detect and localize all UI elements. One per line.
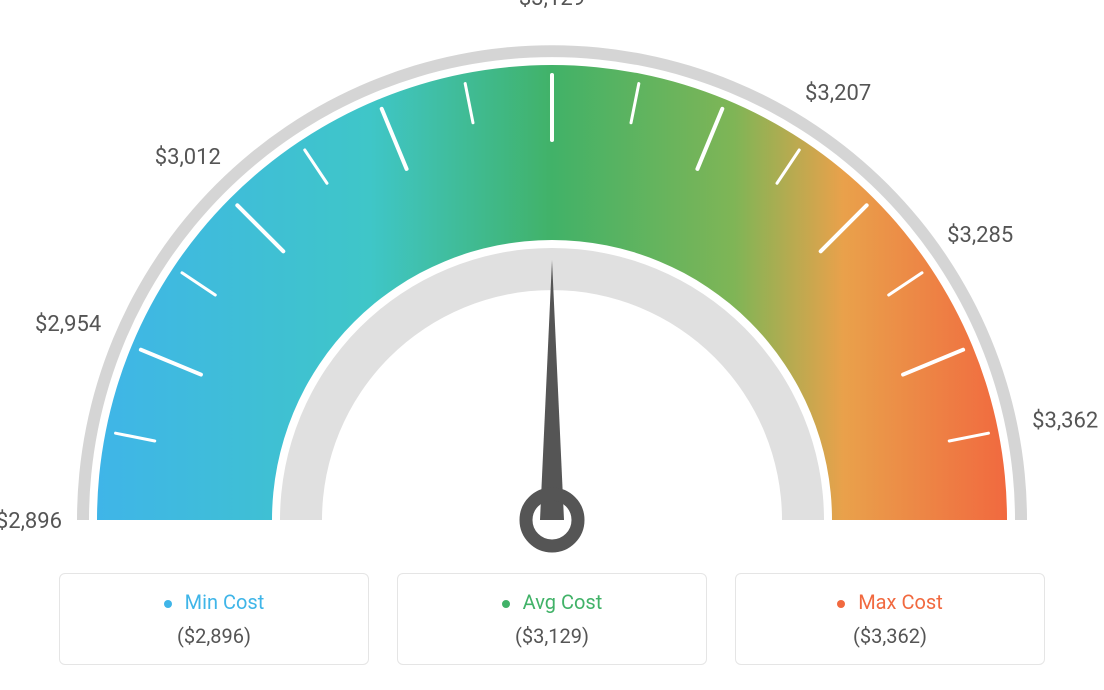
legend-min-dot-icon bbox=[164, 600, 172, 608]
gauge-tick-label: $3,129 bbox=[519, 0, 585, 11]
legend-avg-label-text: Avg Cost bbox=[523, 590, 603, 614]
legend-max-label-text: Max Cost bbox=[858, 590, 943, 614]
legend-avg-dot-icon bbox=[502, 600, 510, 608]
gauge-needle bbox=[540, 260, 564, 520]
legend-row: Min Cost ($2,896) Avg Cost ($3,129) Max … bbox=[0, 573, 1104, 665]
legend-min-label-text: Min Cost bbox=[185, 590, 265, 614]
gauge-tick-label: $2,954 bbox=[35, 312, 101, 337]
legend-max-dot-icon bbox=[837, 600, 845, 608]
gauge-chart: $2,896 $2,954 $3,012 $3,129 $3,207 $3,285 $3,3… bbox=[0, 0, 1104, 560]
legend-min-label: Min Cost bbox=[164, 590, 265, 614]
legend-max-value: ($3,362) bbox=[756, 624, 1024, 648]
legend-avg: Avg Cost ($3,129) bbox=[397, 573, 707, 665]
legend-max: Max Cost ($3,362) bbox=[735, 573, 1045, 665]
gauge-tick-label: $3,285 bbox=[947, 223, 1013, 248]
legend-min: Min Cost ($2,896) bbox=[59, 573, 369, 665]
gauge-tick-label: $3,012 bbox=[155, 145, 221, 170]
legend-avg-value: ($3,129) bbox=[418, 624, 686, 648]
legend-avg-label: Avg Cost bbox=[502, 590, 603, 614]
gauge-tick-label: $3,207 bbox=[805, 81, 871, 106]
legend-max-label: Max Cost bbox=[837, 590, 942, 614]
gauge-container: $2,896 $2,954 $3,012 $3,129 $3,207 $3,285 $3,3… bbox=[0, 0, 1104, 560]
gauge-tick-label: $2,896 bbox=[0, 509, 62, 534]
legend-min-value: ($2,896) bbox=[80, 624, 348, 648]
gauge-tick-label: $3,362 bbox=[1032, 409, 1098, 434]
